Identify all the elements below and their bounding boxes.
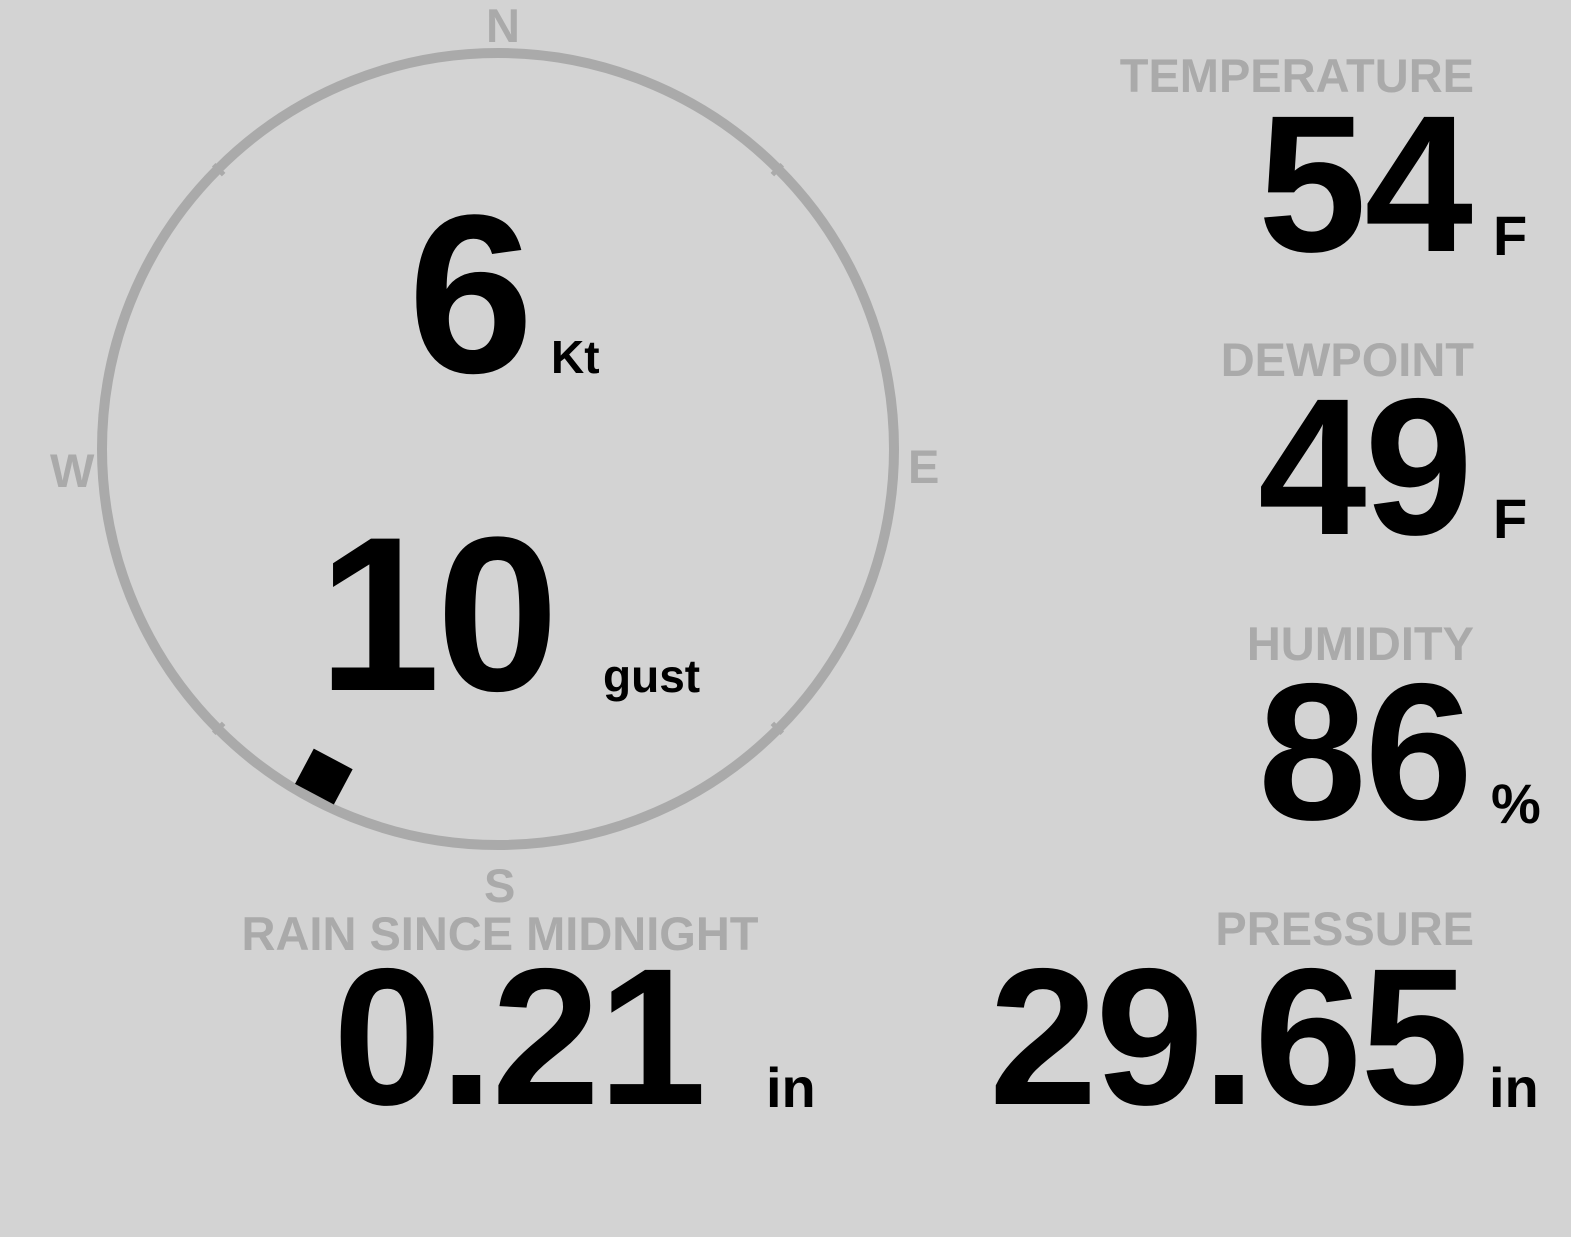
wind-speed-unit: Kt [551,331,600,383]
temperature-label: TEMPERATURE [1119,49,1474,102]
compass-south-label: S [484,859,516,912]
pressure-unit: in [1489,1056,1539,1119]
wind-gust-value: 10 [318,491,559,737]
rain-label: RAIN SINCE MIDNIGHT [241,907,759,960]
humidity-label: HUMIDITY [1246,617,1474,670]
compass-east-label: E [908,440,940,493]
temperature-value: 54 [1258,75,1473,293]
dewpoint-value: 49 [1258,358,1473,576]
rain-unit: in [766,1056,816,1119]
rain-value: 0.21 [333,928,707,1146]
compass-tick [211,721,226,736]
dewpoint-unit: F [1493,487,1528,550]
compass-west-label: W [50,444,95,497]
wind-direction-marker [295,748,353,805]
wind-speed-value: 6 [408,167,534,420]
compass-tick [211,162,226,177]
pressure-value: 29.65 [989,928,1469,1146]
compass-north-label: N [486,0,520,52]
compass-ring [97,48,899,850]
dewpoint-label: DEWPOINT [1220,333,1474,386]
humidity-value: 86 [1258,643,1473,861]
humidity-unit: % [1491,772,1541,835]
temperature-unit: F [1493,204,1528,267]
compass-tick [770,721,785,736]
wind-gust-unit: gust [603,650,701,702]
compass-tick [770,162,785,177]
pressure-label: PRESSURE [1215,902,1474,955]
